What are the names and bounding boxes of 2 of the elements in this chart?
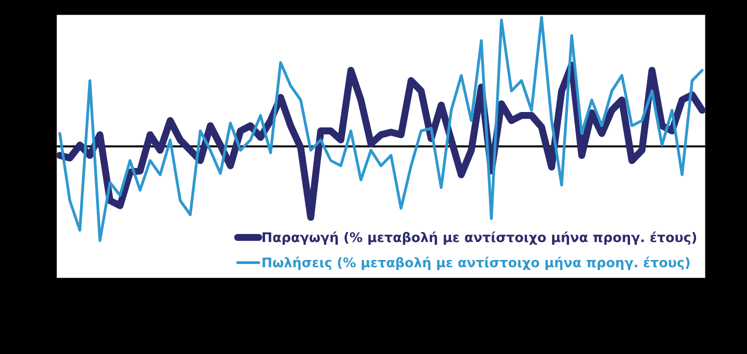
legend-label: Παραγωγή (% μεταβολή με αντίστοιχο μήνα προηγ. έτους) [262, 231, 696, 245]
legend-label: Πωλήσεις (% μεταβολή με αντίστοιχο μήνα προηγ. έτους) [262, 256, 690, 270]
